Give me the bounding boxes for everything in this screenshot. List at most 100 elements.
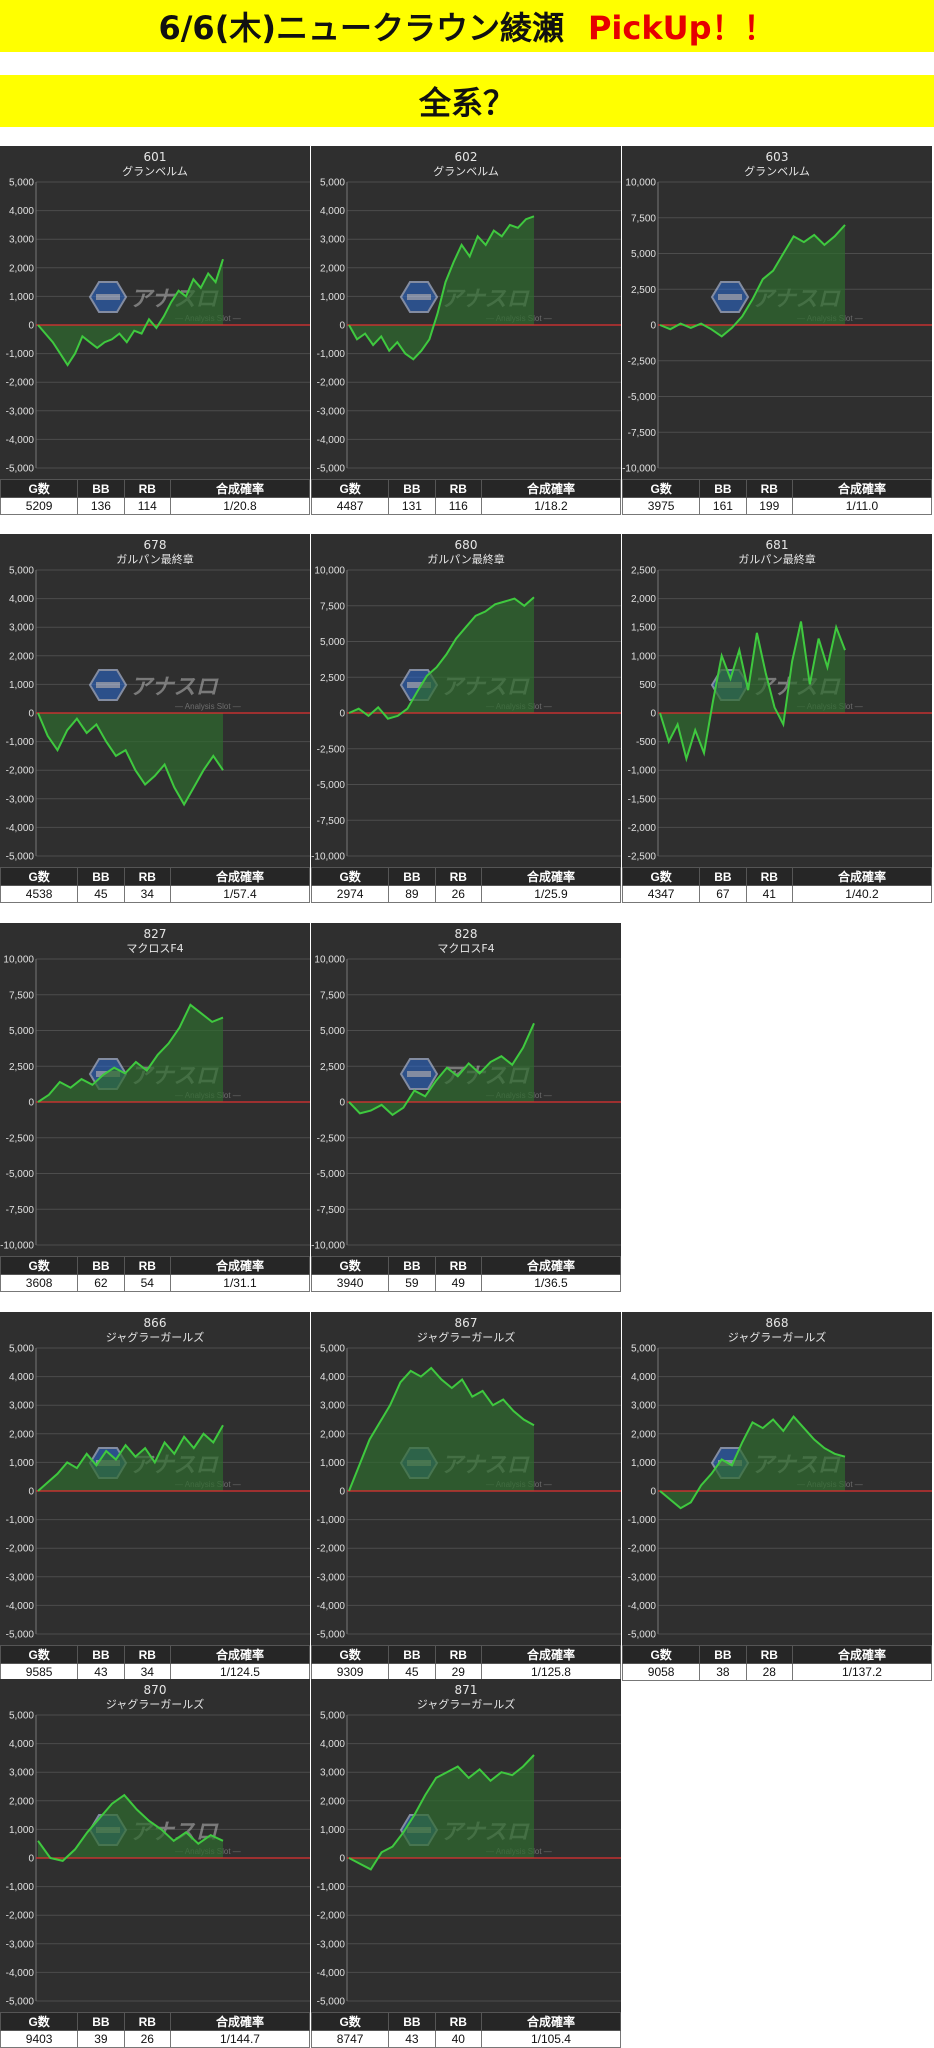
chart-title: 866	[144, 1316, 167, 1330]
games-header: G数	[621, 479, 701, 498]
bb-value: 45	[388, 1663, 436, 1681]
y-tick-label: 2,000	[9, 651, 34, 662]
y-tick-label: 5,000	[9, 1344, 34, 1355]
rb-value: 54	[123, 1274, 171, 1292]
bb-value: 43	[388, 2030, 436, 2048]
chart-card-867: 867 ジャグラーガールズ 5,000 4,000 3,000 2,000 1,000 0 -1…	[310, 1312, 622, 1681]
rb-value: 34	[123, 885, 171, 903]
series-area	[38, 1795, 223, 1861]
y-tick-label: -1,000	[628, 1515, 657, 1526]
series-area	[349, 1755, 534, 1870]
rb-value: 199	[745, 497, 793, 515]
stats-value-row: 2974 89 26 1/25.9	[310, 885, 622, 903]
y-tick-label: 10,000	[625, 178, 656, 189]
rate-value: 1/57.4	[169, 885, 311, 903]
bb-value: 67	[699, 885, 747, 903]
series-area	[38, 259, 223, 365]
y-tick-label: -4,000	[317, 1601, 346, 1612]
stats-value-row: 9585 43 34 1/124.5	[0, 1663, 311, 1681]
y-tick-label: -10,000	[311, 852, 345, 863]
y-tick-label: 4,000	[320, 1739, 345, 1750]
y-tick-label: -3,000	[317, 406, 346, 417]
chart-title: 681	[766, 538, 789, 552]
bb-header: BB	[388, 479, 436, 498]
rb-value: 26	[123, 2030, 171, 2048]
y-tick-label: -2,500	[317, 744, 346, 755]
games-value: 9309	[310, 1663, 390, 1681]
rb-value: 116	[434, 497, 482, 515]
y-tick-label: -4,000	[317, 435, 346, 446]
rb-header: RB	[123, 2012, 171, 2031]
y-tick-label: 1,000	[9, 292, 34, 303]
bb-value: 45	[77, 885, 125, 903]
y-tick-label: 4,000	[9, 206, 34, 217]
series-area	[38, 1425, 223, 1491]
y-tick-label: -7,500	[6, 1205, 35, 1216]
y-tick-label: -2,000	[6, 1544, 35, 1555]
chart-subtitle: ガルパン最終章	[427, 552, 505, 566]
games-header: G数	[621, 867, 701, 886]
header-title-banner: 6/6(木)ニュークラウン綾瀬 PickUp！！	[0, 0, 934, 52]
stats-table: G数 BB RB 合成確率 3608 62 54 1/31.1	[0, 1256, 311, 1292]
y-tick-label: -3,000	[628, 1572, 657, 1583]
y-tick-label: 5,000	[320, 1344, 345, 1355]
y-tick-label: -2,000	[6, 1911, 35, 1922]
series-area	[349, 1023, 534, 1115]
stats-table: G数 BB RB 合成確率 4347 67 41 1/40.2	[621, 867, 933, 903]
chart-card-603: 603 グランベルム 10,000 7,500 5,000 2,500 0 -2,500 -5,…	[621, 146, 933, 515]
rate-header: 合成確率	[480, 2012, 622, 2031]
games-value: 2974	[310, 885, 390, 903]
y-tick-label: 7,500	[320, 601, 345, 612]
y-tick-label: 3,000	[320, 235, 345, 246]
bb-value: 62	[77, 1274, 125, 1292]
chart-card-827: 827 マクロスF4 10,000 7,500 5,000 2,500 0 -2,500 -5,…	[0, 923, 311, 1292]
games-header: G数	[310, 2012, 390, 2031]
stats-value-row: 4347 67 41 1/40.2	[621, 885, 933, 903]
y-tick-label: 1,000	[320, 1825, 345, 1836]
y-tick-label: 3,000	[9, 235, 34, 246]
bb-value: 89	[388, 885, 436, 903]
y-tick-label: 0	[28, 1487, 34, 1498]
y-tick-label: 2,500	[631, 285, 656, 296]
page-subtitle: 全系？	[418, 84, 515, 122]
rate-value: 1/11.0	[791, 497, 933, 515]
y-tick-label: 0	[339, 1487, 345, 1498]
rate-value: 1/18.2	[480, 497, 622, 515]
rb-header: RB	[123, 1645, 171, 1664]
chart-title: 870	[144, 1683, 167, 1697]
bb-header: BB	[699, 479, 747, 498]
series-area	[660, 224, 845, 337]
y-tick-label: -3,000	[6, 406, 35, 417]
bb-header: BB	[699, 867, 747, 886]
rate-header: 合成確率	[169, 867, 311, 886]
games-header: G数	[0, 479, 79, 498]
y-tick-label: 1,000	[631, 1458, 656, 1469]
chart-title: 601	[144, 150, 167, 164]
y-tick-label: -1,000	[317, 1515, 346, 1526]
y-tick-label: -3,000	[6, 794, 35, 805]
chart-plot: 871 ジャグラーガールズ 5,000 4,000 3,000 2,000 1,000 0 -1…	[311, 1679, 621, 2012]
stats-header-row: G数 BB RB 合成確率	[0, 1645, 311, 1664]
games-value: 3608	[0, 1274, 79, 1292]
stats-header-row: G数 BB RB 合成確率	[0, 867, 311, 886]
rate-value: 1/124.5	[169, 1663, 311, 1681]
chart-title: 602	[455, 150, 478, 164]
series-area	[660, 621, 845, 759]
y-tick-label: -2,500	[628, 852, 657, 863]
rb-header: RB	[434, 867, 482, 886]
y-tick-label: -5,000	[317, 464, 346, 475]
y-tick-label: -5,000	[317, 780, 346, 791]
bb-header: BB	[77, 867, 125, 886]
y-tick-label: 4,000	[9, 594, 34, 605]
y-tick-label: 10,000	[3, 955, 34, 966]
y-tick-label: 2,000	[320, 263, 345, 274]
games-value: 4487	[310, 497, 390, 515]
y-tick-label: 0	[28, 1854, 34, 1865]
chart-plot: 681 ガルパン最終章 2,500 2,000 1,500 1,000 500 0 -500 -1…	[622, 534, 932, 867]
y-tick-label: -500	[636, 737, 656, 748]
games-header: G数	[0, 1645, 79, 1664]
stats-table: G数 BB RB 合成確率 5209 136 114 1/20.8	[0, 479, 311, 515]
